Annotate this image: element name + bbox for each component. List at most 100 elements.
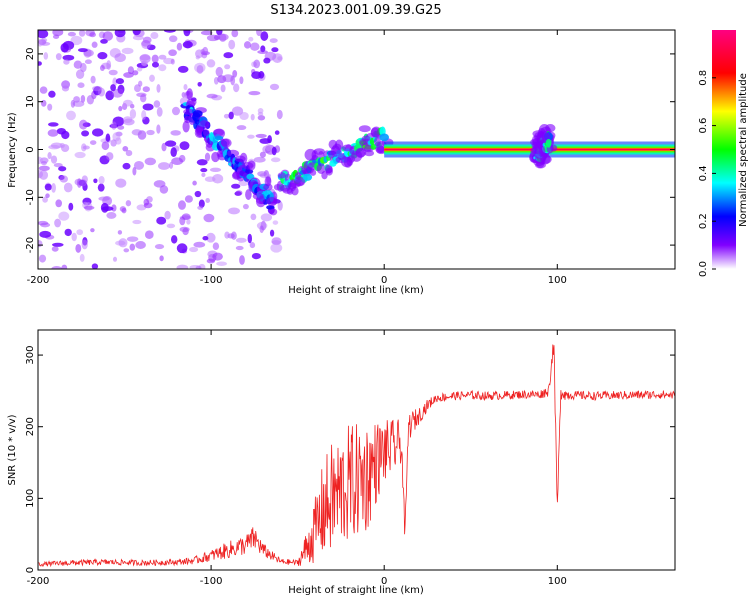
heatmap-cell [76, 229, 84, 236]
heatmap-cell [61, 130, 70, 140]
heatmap-cell [51, 183, 56, 193]
heatmap-cell [79, 119, 88, 130]
heatmap-cell [114, 30, 126, 38]
heatmap-cell [84, 59, 92, 64]
heatmap-cell [40, 222, 51, 228]
heatmap-cell [153, 180, 166, 188]
heatmap-cell [195, 55, 200, 60]
heatmap-cell [47, 129, 59, 137]
heatmap-cell [143, 198, 150, 206]
heatmap-cell [134, 84, 141, 93]
heatmap-cell [192, 180, 197, 186]
heatmap-cell [59, 175, 68, 183]
heatmap-cell [195, 265, 202, 269]
heatmap-cell [258, 70, 265, 79]
snr-line [38, 344, 675, 568]
heatmap-cell [293, 176, 306, 187]
heatmap-cell [235, 245, 244, 251]
heatmap-cell [270, 243, 283, 253]
y-tick-label: 300 [25, 346, 36, 365]
snr-x-axis-label: Height of straight line (km) [288, 585, 424, 596]
heatmap-cell [118, 238, 128, 248]
heatmap-cell [47, 122, 59, 127]
heatmap-cell [214, 135, 224, 141]
heatmap-cell [78, 30, 86, 37]
x-tick-label: -100 [200, 576, 223, 587]
heatmap-cell [212, 173, 224, 184]
heatmap-cell [54, 218, 62, 228]
heatmap-cell [248, 36, 254, 42]
heatmap-cell [255, 133, 267, 138]
heatmap-cell [217, 33, 229, 41]
y-tick-label: 10 [25, 95, 36, 108]
heatmap-cell [115, 178, 127, 188]
heatmap-x-ticks: -200 -100 0 100 [27, 30, 567, 286]
colorbar-label: Normalized spectral amplitude [738, 73, 749, 227]
x-tick-label: -200 [27, 275, 50, 286]
heatmap-cell [117, 125, 125, 130]
heatmap-cell [171, 106, 181, 116]
heatmap-cell [169, 161, 174, 169]
heatmap-y-ticks: 20 10 0 -10 -20 [25, 48, 675, 253]
heatmap-cell [249, 242, 256, 249]
heatmap-cell [189, 246, 199, 253]
heatmap-cell [179, 141, 190, 150]
heatmap-cell [38, 30, 49, 39]
carrier-band [384, 148, 675, 151]
heatmap-cell [222, 74, 234, 83]
colorbar-tick-label: 0.4 [698, 165, 709, 181]
heatmap-cell [122, 162, 131, 170]
heatmap-cell [68, 202, 74, 211]
heatmap-cell [224, 231, 230, 239]
heatmap-cell [132, 167, 137, 176]
heatmap-cell [93, 178, 98, 184]
heatmap-cell [236, 125, 247, 131]
heatmap-cell [39, 86, 48, 94]
colorbar-tick-label: 0.6 [698, 118, 709, 134]
heatmap-cell [206, 232, 216, 243]
heatmap-cell [110, 121, 117, 130]
heatmap-cell [79, 253, 85, 262]
x-tick-label: 0 [381, 576, 387, 587]
heatmap-cell [213, 128, 226, 139]
heatmap-cell [178, 200, 186, 210]
heatmap-cell [61, 85, 70, 92]
heatmap-cell [89, 140, 97, 145]
y-tick-label: -20 [25, 237, 36, 253]
heatmap-cell [263, 183, 273, 191]
heatmap-cell [115, 78, 125, 85]
heatmap-cell [231, 106, 244, 116]
heatmap-cell [164, 210, 171, 220]
heatmap-cell [247, 233, 253, 244]
heatmap-cell [75, 243, 82, 253]
heatmap-cell [206, 258, 216, 264]
heatmap-cell [358, 125, 371, 133]
heatmap-cell [119, 206, 127, 212]
heatmap-cell [257, 115, 266, 121]
heatmap-cell [269, 208, 278, 216]
heatmap-cell [122, 116, 133, 123]
heatmap-cell [170, 58, 175, 65]
heatmap-cell [112, 77, 118, 87]
heatmap-cell [51, 242, 64, 247]
heatmap-cell [204, 176, 216, 182]
heatmap-cell [186, 98, 197, 107]
heatmap-cell [206, 93, 218, 99]
heatmap-cell [55, 53, 62, 61]
heatmap-cell [156, 216, 167, 225]
heatmap-cell [228, 111, 234, 120]
heatmap-cell [47, 152, 52, 160]
heatmap-cell [102, 31, 114, 41]
x-tick-label: 100 [548, 576, 567, 587]
x-tick-label: 100 [548, 275, 567, 286]
heatmap-cell [176, 42, 183, 51]
heatmap-cell [274, 130, 280, 135]
heatmap-cell [91, 41, 98, 48]
heatmap-cell [269, 38, 278, 43]
heatmap-cell [110, 84, 116, 92]
heatmap-cell [232, 70, 238, 78]
heatmap-cell [38, 254, 47, 263]
heatmap-cell [51, 266, 63, 269]
heatmap-cell [259, 138, 271, 144]
